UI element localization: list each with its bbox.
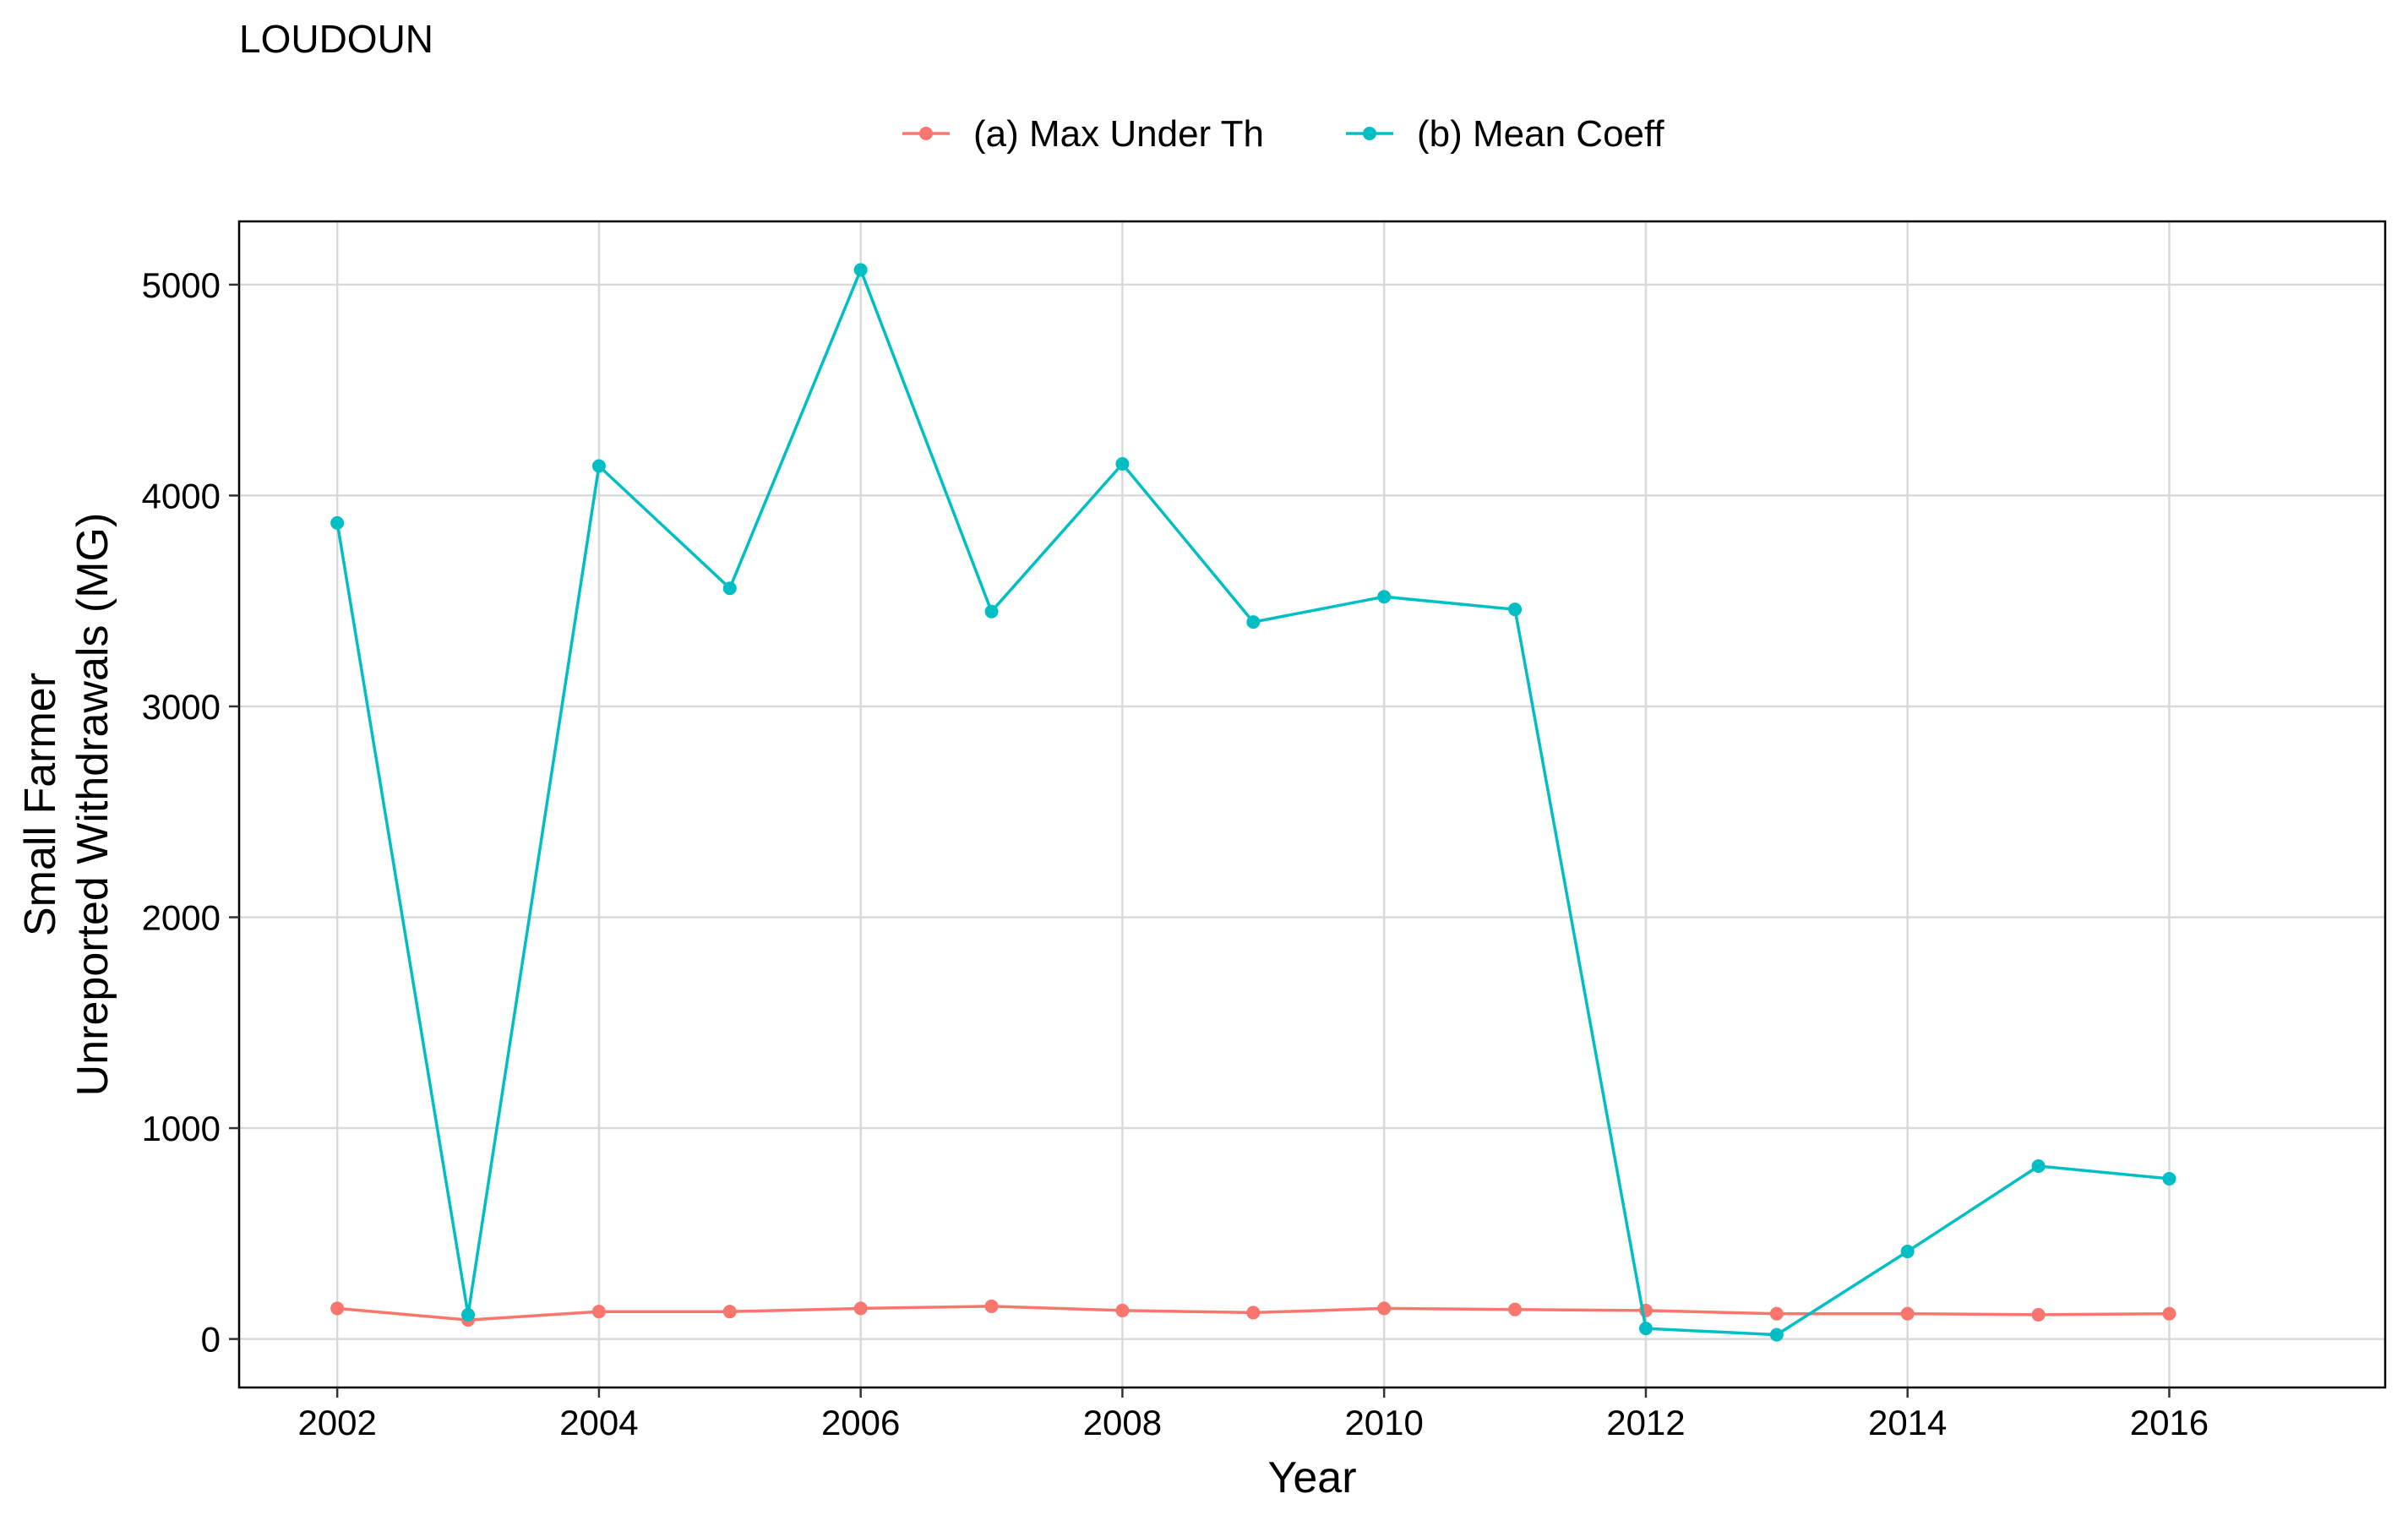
data-point-1-2014 <box>1900 1306 1915 1321</box>
legend-item-1: (a) Max Under Th <box>902 113 1264 155</box>
legend-item-2: (b) Mean Coeff <box>1346 113 1664 155</box>
data-point-2-2007 <box>984 604 999 619</box>
series-line-2 <box>335 268 2170 1337</box>
x-tick-label-2012: 2012 <box>1606 1403 1685 1442</box>
data-point-2-2016 <box>2162 1171 2176 1186</box>
data-point-1-2009 <box>1246 1306 1261 1320</box>
data-point-2-2003 <box>461 1307 476 1322</box>
y-axis-title-line-2: Unreported Withdrawals (MG) <box>68 513 117 1097</box>
series-2 <box>330 263 2176 1342</box>
x-tick-label-2004: 2004 <box>559 1403 638 1442</box>
x-tick-label-2014: 2014 <box>1868 1403 1947 1442</box>
data-point-2-2005 <box>722 581 737 596</box>
y-tick-label-3000: 3000 <box>142 687 221 727</box>
data-point-2-2009 <box>1246 615 1261 630</box>
legend-label-2: (b) Mean Coeff <box>1417 113 1664 155</box>
data-point-1-2008 <box>1115 1303 1130 1317</box>
y-axis-title-line-1: Small Farmer <box>16 673 65 936</box>
y-tick-label-2000: 2000 <box>142 898 221 938</box>
y-tick-label-1000: 1000 <box>142 1109 221 1148</box>
data-point-2-2008 <box>1115 456 1130 471</box>
data-point-1-2010 <box>1377 1301 1392 1316</box>
legend-key-point-1 <box>919 127 933 140</box>
data-point-1-2015 <box>2031 1307 2046 1322</box>
data-point-1-2016 <box>2162 1306 2176 1321</box>
data-point-2-2002 <box>330 515 345 530</box>
y-tick-label-4000: 4000 <box>142 476 221 515</box>
data-point-1-2011 <box>1508 1302 1523 1317</box>
data-point-1-2005 <box>722 1305 737 1319</box>
panel-border <box>237 220 2387 1389</box>
data-point-2-2004 <box>591 459 606 473</box>
y-axis: 0 1000 2000 3000 4000 5000 <box>142 265 239 1360</box>
x-tick-label-2016: 2016 <box>2130 1403 2209 1442</box>
x-tick-label-2002: 2002 <box>297 1403 376 1442</box>
x-axis-title: Year <box>1267 1453 1356 1502</box>
data-point-2-2014 <box>1900 1245 1915 1259</box>
y-tick-label-0: 0 <box>201 1320 221 1360</box>
grid <box>239 221 2385 1387</box>
x-axis: 2002 2004 2006 2008 2010 2012 2014 2016 <box>297 1387 2209 1442</box>
data-point-2-2013 <box>1769 1327 1784 1342</box>
y-axis-title: Small Farmer Unreported Withdrawals (MG) <box>16 513 117 1097</box>
data-point-2-2010 <box>1377 590 1392 604</box>
data-point-2-2011 <box>1508 602 1523 617</box>
data-point-2-2012 <box>1638 1322 1653 1336</box>
series-layer <box>330 263 2176 1342</box>
data-point-1-2013 <box>1769 1306 1784 1321</box>
y-tick-label-5000: 5000 <box>142 265 221 305</box>
legend-key-point-2 <box>1363 127 1376 140</box>
data-point-2-2006 <box>853 263 868 277</box>
data-point-1-2007 <box>984 1299 999 1313</box>
data-point-1-2006 <box>853 1301 868 1316</box>
data-point-1-2004 <box>591 1305 606 1319</box>
legend-label-1: (a) Max Under Th <box>973 113 1264 155</box>
series-1 <box>330 1299 2176 1327</box>
data-point-2-2015 <box>2031 1158 2046 1173</box>
data-point-1-2002 <box>330 1301 345 1316</box>
x-tick-label-2008: 2008 <box>1083 1403 1162 1442</box>
legend: (a) Max Under Th (b) Mean Coeff <box>902 113 1664 155</box>
chart-title: LOUDOUN <box>239 17 433 61</box>
x-tick-label-2006: 2006 <box>821 1403 900 1442</box>
x-tick-label-2010: 2010 <box>1344 1403 1423 1442</box>
